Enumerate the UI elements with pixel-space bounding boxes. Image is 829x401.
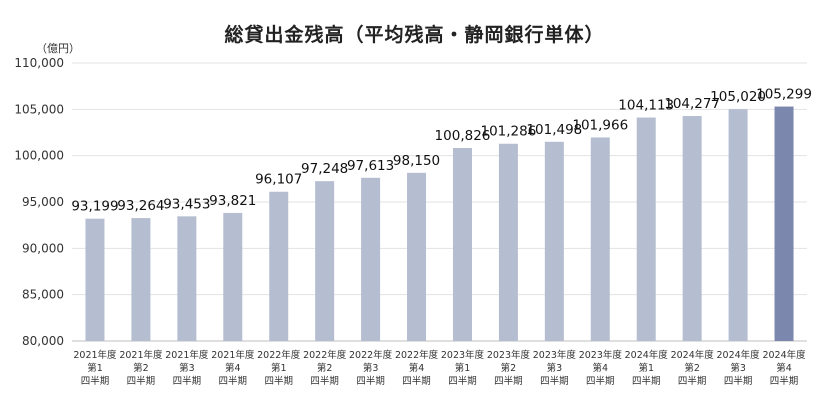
x-tick-label: 四半期	[127, 375, 156, 387]
x-tick-label: 第3	[179, 362, 195, 374]
bar	[315, 181, 335, 341]
bar	[131, 218, 151, 341]
x-tick-label: 四半期	[310, 375, 339, 387]
bar	[85, 218, 105, 341]
bar	[177, 216, 197, 341]
chart-title: 総貸出金残高（平均残高・静岡銀行単体）	[224, 24, 605, 46]
data-label: 93,821	[209, 193, 256, 209]
x-tick-label: 第4	[593, 362, 609, 374]
x-tick-label: 2022年度	[257, 349, 301, 361]
x-tick-label: 四半期	[448, 375, 477, 387]
bar	[774, 106, 794, 342]
data-label: 100,826	[435, 128, 491, 144]
x-tick-label: 2024年度	[762, 349, 806, 361]
x-tick-label: 四半期	[586, 375, 615, 387]
bar	[544, 141, 564, 341]
data-label: 101,498	[526, 122, 582, 138]
data-label: 98,150	[393, 153, 440, 169]
y-tick-label: 100,000	[14, 149, 64, 163]
x-tick-label: 2023年度	[533, 349, 577, 361]
data-label: 104,113	[618, 98, 674, 114]
x-tick-label: 2022年度	[395, 349, 439, 361]
x-tick-label: 2023年度	[441, 349, 485, 361]
bar	[728, 109, 748, 341]
x-tick-label: 2023年度	[579, 349, 623, 361]
y-tick-label: 80,000	[22, 334, 64, 348]
x-tick-label: 四半期	[219, 375, 248, 387]
x-tick-label: 四半期	[678, 375, 707, 387]
x-tick-label: 四半期	[264, 375, 293, 387]
y-unit-label: （億円）	[36, 42, 80, 55]
x-tick-label: 四半期	[540, 375, 569, 387]
bar	[361, 177, 381, 341]
x-tick-label: 第4	[776, 362, 792, 374]
x-tick-label: 2021年度	[165, 349, 209, 361]
bar	[407, 172, 427, 341]
data-label: 93,453	[163, 196, 210, 212]
x-tick-label: 第3	[363, 362, 379, 374]
data-label: 104,277	[664, 96, 720, 112]
x-tick-label: 第2	[133, 362, 149, 374]
x-tick-label: 2021年度	[211, 349, 255, 361]
bar	[682, 116, 702, 341]
x-tick-label: 四半期	[356, 375, 385, 387]
x-tick-label: 2021年度	[119, 349, 163, 361]
x-tick-label: 四半期	[632, 375, 661, 387]
bar	[636, 117, 656, 342]
x-tick-label: 第1	[455, 362, 471, 374]
y-tick-label: 95,000	[22, 195, 64, 209]
x-tick-label: 第4	[409, 362, 425, 374]
x-tick-label: 四半期	[770, 375, 799, 387]
x-tick-label: 2024年度	[625, 349, 669, 361]
data-label: 101,966	[572, 117, 628, 133]
y-tick-label: 110,000	[14, 56, 64, 70]
x-tick-label: 2023年度	[487, 349, 531, 361]
data-label: 96,107	[255, 172, 302, 188]
data-label: 105,020	[710, 89, 766, 105]
bar	[452, 148, 472, 341]
x-tick-label: 第1	[271, 362, 287, 374]
data-label: 101,286	[480, 124, 536, 140]
y-tick-label: 105,000	[14, 102, 64, 116]
x-tick-label: 第2	[317, 362, 333, 374]
bar	[269, 191, 289, 341]
x-tick-label: 四半期	[81, 375, 110, 387]
x-tick-label: 第1	[638, 362, 654, 374]
y-tick-label: 90,000	[22, 241, 64, 255]
bar	[498, 143, 518, 341]
x-tick-label: 第1	[87, 362, 103, 374]
x-tick-label: 第2	[684, 362, 700, 374]
x-tick-label: 2022年度	[349, 349, 393, 361]
x-tick-label: 2024年度	[717, 349, 761, 361]
x-tick-label: 四半期	[402, 375, 431, 387]
data-label: 93,264	[117, 198, 164, 214]
data-label: 105,299	[756, 87, 812, 103]
y-tick-label: 85,000	[22, 288, 64, 302]
data-label: 97,248	[301, 161, 348, 177]
x-tick-label: 第3	[547, 362, 563, 374]
x-tick-label: 四半期	[173, 375, 202, 387]
x-tick-label: 四半期	[494, 375, 523, 387]
bar	[223, 212, 243, 341]
x-tick-label: 第2	[501, 362, 517, 374]
x-tick-label: 第4	[225, 362, 241, 374]
x-tick-label: 2022年度	[303, 349, 347, 361]
x-tick-label: 四半期	[724, 375, 753, 387]
x-tick-label: 第3	[730, 362, 746, 374]
data-label: 97,613	[347, 158, 394, 174]
x-tick-label: 2021年度	[73, 349, 117, 361]
bar	[590, 137, 610, 341]
x-tick-label: 2024年度	[671, 349, 715, 361]
data-label: 93,199	[71, 199, 118, 215]
